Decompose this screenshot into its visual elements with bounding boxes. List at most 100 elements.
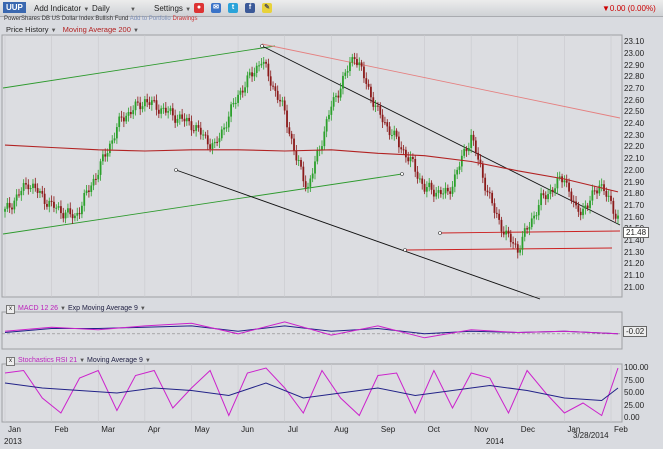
candle-body bbox=[148, 102, 151, 105]
price-tick: 21.60 bbox=[624, 212, 645, 222]
candle-body bbox=[213, 141, 216, 144]
candle-body bbox=[516, 244, 519, 253]
candle-body bbox=[281, 100, 284, 102]
macd-panel bbox=[1, 311, 623, 350]
candle-body bbox=[106, 153, 109, 157]
candle-body bbox=[570, 191, 573, 201]
candle-body bbox=[535, 215, 538, 217]
candle-body bbox=[60, 206, 62, 214]
candle-body bbox=[423, 183, 426, 192]
candle-body bbox=[323, 131, 326, 147]
candle-body bbox=[220, 129, 223, 139]
year-mid: 2014 bbox=[486, 437, 504, 446]
candle-body bbox=[416, 171, 419, 179]
chevron-down-icon[interactable]: ▼ bbox=[133, 28, 139, 34]
candle-body bbox=[507, 230, 510, 234]
candle-body bbox=[13, 200, 16, 210]
symbol-button[interactable]: UUP bbox=[3, 2, 26, 13]
settings-menu[interactable]: Settings ▼ bbox=[154, 4, 191, 13]
candle-body bbox=[367, 83, 370, 87]
candle-body bbox=[150, 100, 153, 105]
candle-body bbox=[88, 190, 90, 192]
candle-body bbox=[446, 187, 449, 192]
candle-body bbox=[358, 62, 361, 66]
candle-body bbox=[288, 127, 291, 134]
candle-body bbox=[276, 90, 279, 100]
candle-body bbox=[391, 135, 393, 137]
candle-body bbox=[414, 159, 417, 172]
candle-body bbox=[335, 95, 337, 98]
candle-body bbox=[586, 205, 589, 208]
candle-body bbox=[509, 233, 512, 243]
candle-body bbox=[404, 149, 407, 158]
down-arrow-icon: ▼ bbox=[602, 4, 610, 13]
drawings-link[interactable]: Drawings bbox=[172, 16, 198, 22]
candle-body bbox=[176, 118, 179, 123]
price-tick: 21.40 bbox=[624, 235, 645, 245]
candle-body bbox=[279, 99, 281, 102]
twitter-icon[interactable]: t bbox=[228, 3, 238, 13]
stoch-label: x Stochastics RSI 21 ▼ Moving Average 9 ▼ bbox=[6, 357, 151, 366]
candle-body bbox=[209, 144, 212, 149]
facebook-icon[interactable]: f bbox=[245, 3, 255, 13]
candle-body bbox=[411, 156, 414, 160]
candle-body bbox=[374, 105, 377, 107]
candle-body bbox=[22, 183, 25, 191]
price-tick: 21.80 bbox=[624, 189, 645, 199]
chevron-down-icon[interactable]: ▼ bbox=[139, 306, 146, 312]
stoch-tick: 50.00 bbox=[624, 388, 645, 397]
month-label: Aug bbox=[334, 425, 349, 434]
chevron-down-icon[interactable]: ▼ bbox=[79, 358, 86, 364]
add-portfolio-link[interactable]: Add to Portfolio bbox=[129, 16, 171, 22]
candle-body bbox=[258, 65, 260, 67]
candle-body bbox=[32, 183, 34, 189]
candle-body bbox=[43, 193, 46, 204]
chevron-down-icon[interactable]: ▼ bbox=[144, 358, 151, 364]
month-label: Jan bbox=[8, 425, 21, 434]
candle-body bbox=[393, 130, 396, 136]
candle-body bbox=[127, 112, 130, 116]
price-tick: 21.70 bbox=[624, 200, 645, 210]
candle-body bbox=[400, 147, 403, 150]
candle-body bbox=[239, 90, 242, 95]
price-tick: 22.30 bbox=[624, 130, 645, 140]
chevron-down-icon[interactable]: ▼ bbox=[50, 28, 57, 34]
candle-body bbox=[351, 57, 354, 63]
candle-body bbox=[39, 191, 41, 193]
email-icon[interactable]: ✉ bbox=[211, 3, 221, 13]
candle-body bbox=[370, 86, 372, 98]
period-select[interactable]: Daily ▼ bbox=[92, 4, 136, 13]
candle-body bbox=[253, 72, 256, 77]
candle-body bbox=[157, 109, 160, 114]
chevron-down-icon: ▼ bbox=[185, 7, 192, 13]
close-icon[interactable]: x bbox=[6, 305, 15, 314]
price-tick: 21.20 bbox=[624, 259, 645, 269]
price-tick: 22.00 bbox=[624, 165, 645, 175]
add-indicator-menu[interactable]: Add Indicator ▼ bbox=[34, 4, 89, 13]
candle-body bbox=[500, 219, 503, 232]
candle-body bbox=[470, 134, 473, 148]
candle-body bbox=[498, 213, 501, 220]
candle-body bbox=[372, 97, 375, 107]
candle-body bbox=[92, 178, 95, 186]
candle-body bbox=[491, 192, 494, 204]
print-icon[interactable]: ● bbox=[194, 3, 204, 13]
candle-body bbox=[603, 184, 605, 192]
candle-body bbox=[325, 119, 328, 132]
add-indicator-label: Add Indicator bbox=[34, 4, 82, 13]
stoch-tick: 0.00 bbox=[624, 413, 640, 422]
candle-body bbox=[528, 227, 531, 230]
candle-body bbox=[36, 188, 39, 193]
candle-body bbox=[218, 138, 221, 143]
candle-body bbox=[353, 57, 356, 59]
chevron-down-icon[interactable]: ▼ bbox=[60, 306, 66, 312]
close-icon[interactable]: x bbox=[6, 357, 15, 366]
note-icon[interactable]: ✎ bbox=[262, 3, 272, 13]
candle-body bbox=[349, 62, 351, 72]
candle-body bbox=[467, 147, 470, 152]
month-label: Jan bbox=[567, 425, 581, 434]
month-label: Dec bbox=[520, 425, 535, 434]
candle-body bbox=[551, 189, 554, 192]
candle-body bbox=[120, 116, 123, 118]
candle-body bbox=[139, 102, 142, 110]
